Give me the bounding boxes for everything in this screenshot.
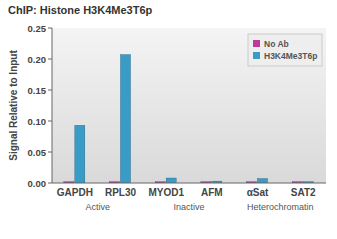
legend-label: No Ab (264, 39, 289, 49)
x-tick-label: SAT2 (291, 187, 316, 198)
group-label: Active (85, 202, 110, 212)
x-tick-label: αSat (247, 187, 269, 198)
chart: ChIP: Histone H3K4Me3T6p Signal Relative … (0, 0, 337, 239)
plot-background (52, 28, 326, 183)
x-tick-label: MYOD1 (148, 187, 184, 198)
y-tick-label: 0.15 (28, 85, 47, 96)
y-tick (48, 152, 52, 153)
y-axis-label: Signal Relative to Input (8, 50, 19, 161)
y-tick (48, 121, 52, 122)
x-tick-label: RPL30 (105, 187, 137, 198)
y-tick-label: 0.00 (28, 178, 47, 189)
bar (75, 125, 85, 183)
group-label: Inactive (173, 202, 204, 212)
y-tick (48, 28, 52, 29)
bar (258, 179, 268, 183)
y-tick-label: 0.10 (28, 116, 47, 127)
legend-label: H3K4Me3T6p (264, 51, 317, 61)
group-label: Heterochromatin (247, 202, 314, 212)
y-axis (52, 28, 53, 183)
y-tick (48, 90, 52, 91)
bar (166, 178, 176, 183)
y-tick (48, 59, 52, 60)
bar (121, 55, 131, 183)
x-tick-label: GAPDH (57, 187, 93, 198)
x-axis (52, 183, 326, 184)
x-tick-label: AFM (201, 187, 223, 198)
y-tick-label: 0.25 (28, 23, 47, 34)
y-tick-label: 0.05 (28, 147, 47, 158)
legend-swatch (253, 40, 260, 47)
y-tick (48, 183, 52, 184)
y-tick-label: 0.20 (28, 54, 47, 65)
bars (64, 55, 313, 183)
title: ChIP: Histone H3K4Me3T6p (8, 4, 153, 16)
legend-box (248, 34, 322, 66)
legend-swatch (253, 52, 260, 59)
